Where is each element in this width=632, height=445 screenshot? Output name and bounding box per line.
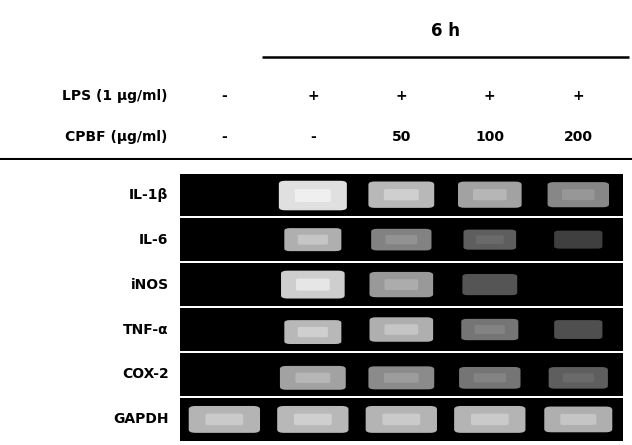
FancyBboxPatch shape bbox=[284, 228, 341, 251]
Text: -: - bbox=[221, 129, 228, 144]
FancyBboxPatch shape bbox=[298, 327, 328, 337]
FancyBboxPatch shape bbox=[547, 182, 609, 207]
Text: CPBF (μg/ml): CPBF (μg/ml) bbox=[65, 129, 167, 144]
FancyBboxPatch shape bbox=[463, 230, 516, 250]
Text: TNF-α: TNF-α bbox=[123, 323, 169, 336]
Text: COX-2: COX-2 bbox=[122, 368, 169, 381]
FancyBboxPatch shape bbox=[384, 324, 418, 335]
FancyBboxPatch shape bbox=[295, 189, 331, 202]
Text: 200: 200 bbox=[564, 129, 593, 144]
FancyBboxPatch shape bbox=[384, 189, 419, 200]
Text: 100: 100 bbox=[475, 129, 504, 144]
Text: GAPDH: GAPDH bbox=[113, 413, 169, 426]
FancyBboxPatch shape bbox=[368, 182, 434, 208]
FancyBboxPatch shape bbox=[296, 279, 330, 291]
Text: IL-1β: IL-1β bbox=[129, 188, 169, 202]
FancyBboxPatch shape bbox=[384, 373, 419, 383]
FancyBboxPatch shape bbox=[277, 406, 348, 433]
FancyBboxPatch shape bbox=[371, 229, 432, 251]
FancyBboxPatch shape bbox=[461, 319, 518, 340]
Text: +: + bbox=[573, 89, 584, 103]
Text: IL-6: IL-6 bbox=[139, 233, 169, 247]
FancyBboxPatch shape bbox=[544, 407, 612, 432]
FancyBboxPatch shape bbox=[368, 366, 434, 389]
FancyBboxPatch shape bbox=[382, 414, 420, 425]
FancyBboxPatch shape bbox=[554, 231, 602, 249]
FancyBboxPatch shape bbox=[463, 274, 517, 295]
Text: +: + bbox=[396, 89, 407, 103]
FancyBboxPatch shape bbox=[384, 279, 418, 290]
FancyBboxPatch shape bbox=[189, 406, 260, 433]
Text: +: + bbox=[307, 89, 319, 103]
FancyBboxPatch shape bbox=[366, 406, 437, 433]
Text: +: + bbox=[484, 89, 495, 103]
FancyBboxPatch shape bbox=[281, 271, 344, 299]
FancyBboxPatch shape bbox=[370, 272, 433, 297]
FancyBboxPatch shape bbox=[294, 414, 332, 425]
FancyBboxPatch shape bbox=[454, 406, 525, 433]
FancyBboxPatch shape bbox=[386, 235, 417, 244]
FancyBboxPatch shape bbox=[298, 235, 328, 245]
FancyBboxPatch shape bbox=[279, 181, 347, 210]
FancyBboxPatch shape bbox=[284, 320, 341, 344]
Text: LPS (1 μg/ml): LPS (1 μg/ml) bbox=[62, 89, 167, 103]
Text: -: - bbox=[221, 89, 228, 103]
FancyBboxPatch shape bbox=[280, 366, 346, 390]
Text: -: - bbox=[310, 129, 316, 144]
FancyBboxPatch shape bbox=[476, 235, 504, 244]
FancyBboxPatch shape bbox=[561, 414, 596, 425]
FancyBboxPatch shape bbox=[458, 182, 521, 208]
FancyBboxPatch shape bbox=[459, 367, 521, 389]
Text: 6 h: 6 h bbox=[431, 22, 460, 40]
FancyBboxPatch shape bbox=[554, 320, 602, 339]
FancyBboxPatch shape bbox=[370, 317, 433, 342]
FancyBboxPatch shape bbox=[205, 414, 243, 425]
Text: 50: 50 bbox=[392, 129, 411, 144]
Text: iNOS: iNOS bbox=[130, 278, 169, 291]
FancyBboxPatch shape bbox=[562, 373, 594, 383]
FancyBboxPatch shape bbox=[295, 373, 331, 383]
FancyBboxPatch shape bbox=[475, 325, 505, 334]
FancyBboxPatch shape bbox=[471, 414, 509, 425]
FancyBboxPatch shape bbox=[473, 189, 507, 200]
FancyBboxPatch shape bbox=[549, 367, 608, 388]
FancyBboxPatch shape bbox=[473, 373, 506, 383]
FancyBboxPatch shape bbox=[562, 189, 595, 200]
